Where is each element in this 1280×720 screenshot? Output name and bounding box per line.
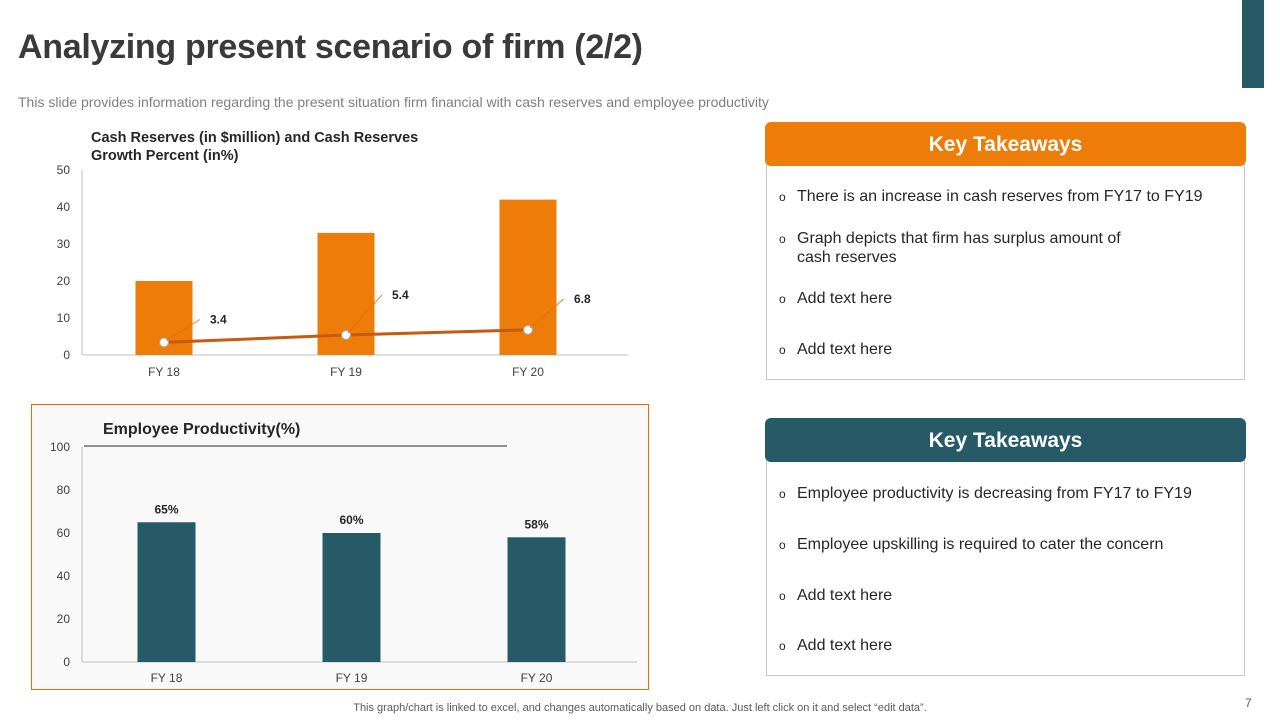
takeaway-text: Add text here [797, 637, 893, 654]
takeaway-text: Graph depicts that firm has surplus amou… [797, 230, 1121, 266]
bar-employee-productivity [507, 537, 566, 662]
list-item: o There is an increase in cash reserves … [779, 187, 1227, 206]
bullet-circle-icon: o [779, 232, 786, 246]
y-tick-label: 0 [63, 348, 70, 362]
cash-chart-title: Cash Reserves (in $million) and Cash Res… [91, 130, 419, 164]
bar-employee-productivity [322, 533, 381, 662]
productivity-data-label: 65% [154, 502, 178, 516]
data-label-leader [347, 294, 383, 334]
takeaway-text: There is an increase in cash reserves fr… [797, 188, 1203, 205]
list-item: o Employee upskilling is required to cat… [779, 535, 1227, 554]
x-tick-label: FY 18 [148, 365, 180, 379]
takeaway-text: Add text here [797, 290, 893, 307]
bullet-circle-icon: o [779, 487, 786, 501]
y-tick-label: 20 [57, 612, 71, 626]
y-tick-label: 10 [57, 311, 71, 325]
list-item: o Add text here [779, 289, 1227, 308]
bullet-circle-icon: o [779, 343, 786, 357]
y-tick-label: 100 [50, 440, 70, 454]
key-takeaways-header: Key Takeaways [765, 122, 1246, 166]
list-item: o Add text here [779, 636, 1227, 655]
list-item: o Graph depicts that firm has surplus am… [779, 229, 1137, 267]
productivity-chart-title: Employee Productivity(%) [103, 421, 301, 438]
list-item: o Add text here [779, 340, 1227, 359]
takeaway-text: Add text here [797, 587, 893, 604]
chart-footnote: This graph/chart is linked to excel, and… [353, 702, 927, 714]
bullet-circle-icon: o [779, 538, 786, 552]
bar-employee-productivity [137, 522, 196, 662]
x-tick-label: FY 20 [512, 365, 544, 379]
data-label-leader [529, 298, 565, 329]
bullet-circle-icon: o [779, 292, 786, 306]
growth-data-label: 6.8 [574, 292, 591, 306]
list-item: o Add text here [779, 586, 1227, 605]
y-tick-label: 50 [57, 163, 71, 177]
y-tick-label: 40 [57, 569, 71, 583]
x-tick-label: FY 19 [330, 365, 362, 379]
productivity-data-label: 60% [339, 513, 363, 527]
y-tick-label: 40 [57, 200, 71, 214]
takeaway-text: Employee productivity is decreasing from… [797, 485, 1192, 502]
x-tick-label: FY 20 [521, 671, 553, 685]
key-takeaways-panel-productivity: Key Takeaways o Employee productivity is… [765, 418, 1246, 676]
bullet-circle-icon: o [779, 190, 786, 204]
key-takeaways-list: o Employee productivity is decreasing fr… [766, 460, 1245, 676]
growth-data-label: 3.4 [210, 312, 227, 326]
growth-data-label: 5.4 [392, 288, 409, 302]
takeaway-text: Employee upskilling is required to cater… [797, 536, 1164, 553]
page-title: Analyzing present scenario of firm (2/2) [18, 28, 643, 66]
corner-accent-bar [1242, 0, 1264, 88]
y-tick-label: 30 [57, 237, 71, 251]
key-takeaways-panel-cash: Key Takeaways o There is an increase in … [765, 122, 1246, 380]
data-label-leader [165, 319, 201, 341]
x-tick-label: FY 18 [151, 671, 183, 685]
list-item: o Employee productivity is decreasing fr… [779, 484, 1227, 503]
y-tick-label: 20 [57, 274, 71, 288]
productivity-data-label: 58% [524, 517, 548, 531]
key-takeaways-header: Key Takeaways [765, 418, 1246, 462]
page-number: 7 [1245, 696, 1252, 710]
key-takeaways-list: o There is an increase in cash reserves … [766, 164, 1245, 380]
y-tick-label: 60 [57, 526, 71, 540]
bullet-circle-icon: o [779, 589, 786, 603]
takeaway-text: Add text here [797, 341, 893, 358]
bullet-circle-icon: o [779, 639, 786, 653]
y-tick-label: 80 [57, 483, 71, 497]
slide-subtitle: This slide provides information regardin… [18, 94, 769, 110]
x-tick-label: FY 19 [336, 671, 368, 685]
y-tick-label: 0 [63, 655, 70, 669]
